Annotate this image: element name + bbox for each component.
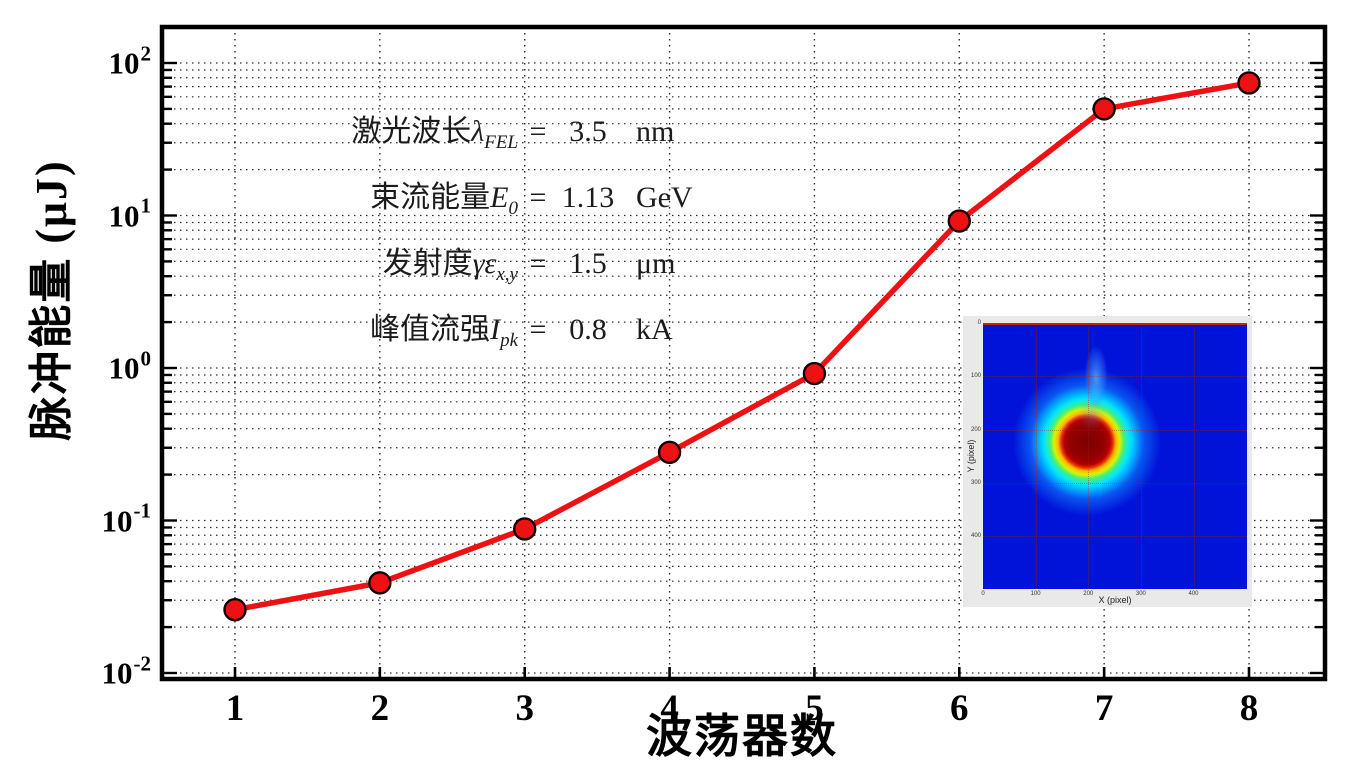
inset-x-tick-label: 100 [1030,591,1041,597]
data-point-marker [947,209,971,233]
annotation-value: 0.8 [569,313,607,346]
inset-grid-line-vertical [1088,323,1090,589]
x-tick-label-3: 3 [515,688,534,729]
y-axis-title: 脉冲能量 (μJ) [27,159,76,441]
data-point-marker [223,598,247,622]
inset-grid-line-horizontal [983,429,1247,431]
inset-grid-line-horizontal [983,482,1247,484]
annotation-unit: nm [636,115,675,148]
plot-frame [159,24,1328,682]
inset-x-tick-label: 400 [1188,591,1199,597]
annotation-label: 发射度 [382,247,473,280]
inset-grid-line-horizontal [983,376,1247,378]
annotation-equals: = [529,115,547,148]
y-tick-label-1e1: 101 [108,193,152,233]
y-tick-label-1e2: 102 [108,41,152,81]
annotation-value: 1.13 [561,181,615,214]
x-tick-label-4: 4 [660,688,679,729]
x-tick-label-1: 1 [225,688,245,729]
annotation-value: 1.5 [569,247,607,280]
beam-profile-image [983,323,1247,589]
data-point-marker [368,571,392,595]
inset-y-tick-label: 100 [970,373,981,380]
inset-x-tick-label: 300 [1135,591,1146,597]
annotation-equals: = [529,247,547,280]
annotation-label: 峰值流强 [370,313,491,346]
annotation-row-emittance: 发射度γεx,y = 1.5 μm [270,238,693,304]
inset-x-tick-label: 0 [981,591,985,597]
annotation-unit: kA [636,313,673,346]
inset-y-tick-label: 300 [970,479,981,486]
annotation-label: 激光波长 [351,115,472,148]
inset-grid-line-vertical [1140,323,1142,589]
annotation-label: 束流能量 [370,181,491,214]
parameter-annotation-block: 激光波长λFEL = 3.5 nm 束流能量E0 = 1.13 GeV 发射度γ… [270,106,693,370]
inset-x-tick-label: 200 [1083,591,1094,597]
annotation-subscript: FEL [484,132,518,153]
inset-y-tick-label: 200 [970,426,981,433]
inset-y-tick-label: 0 [977,320,981,326]
x-tick-label-8: 8 [1239,688,1259,729]
annotation-value: 3.5 [569,115,607,148]
data-point-marker [1092,97,1116,121]
annotation-equals: = [529,313,547,346]
annotation-symbol: γε [472,247,497,280]
inset-y-axis-title: Y (pixel) [966,439,976,473]
x-tick-label-5: 5 [805,688,824,729]
annotation-subscript: 0 [508,198,519,219]
annotation-symbol: I [490,313,501,346]
annotation-subscript: pk [500,330,518,351]
y-tick-label-1e0: 100 [108,346,152,386]
inset-grid-line-horizontal [983,536,1247,538]
beam-profile-inset: X (pixel) Y (pixel) 0 100 200 300 400 0 100 200… [963,316,1252,607]
inset-grid-line-vertical [1193,323,1195,589]
data-point-marker [1237,71,1261,95]
annotation-row-wavelength: 激光波长λFEL = 3.5 nm [270,106,693,172]
data-point-marker [513,517,537,541]
annotation-symbol: λ [471,115,485,148]
x-axis-title: 波荡器数 [646,711,838,762]
data-point-marker [657,440,682,465]
inset-x-axis-title: X (pixel) [1098,595,1132,605]
y-tick-label-1e-2: 10-2 [101,651,152,691]
data-point-marker [802,361,827,386]
inset-y-tick-label: 400 [970,533,981,540]
annotation-unit: GeV [636,181,693,214]
annotation-subscript: x,y [496,264,518,285]
annotation-symbol: E [490,181,509,214]
annotation-unit: μm [636,247,676,280]
x-tick-label-7: 7 [1094,688,1114,729]
y-tick-label-1e-1: 10-1 [101,498,152,538]
x-tick-label-2: 2 [370,688,390,729]
annotation-equals: = [529,181,547,214]
annotation-row-beam-energy: 束流能量E0 = 1.13 GeV [270,172,693,238]
x-tick-label-6: 6 [950,688,969,729]
pulse-energy-line [232,80,1252,613]
annotation-row-peak-current: 峰值流强Ipk = 0.8 kA [270,304,693,370]
inset-grid-line-vertical [1035,323,1037,589]
